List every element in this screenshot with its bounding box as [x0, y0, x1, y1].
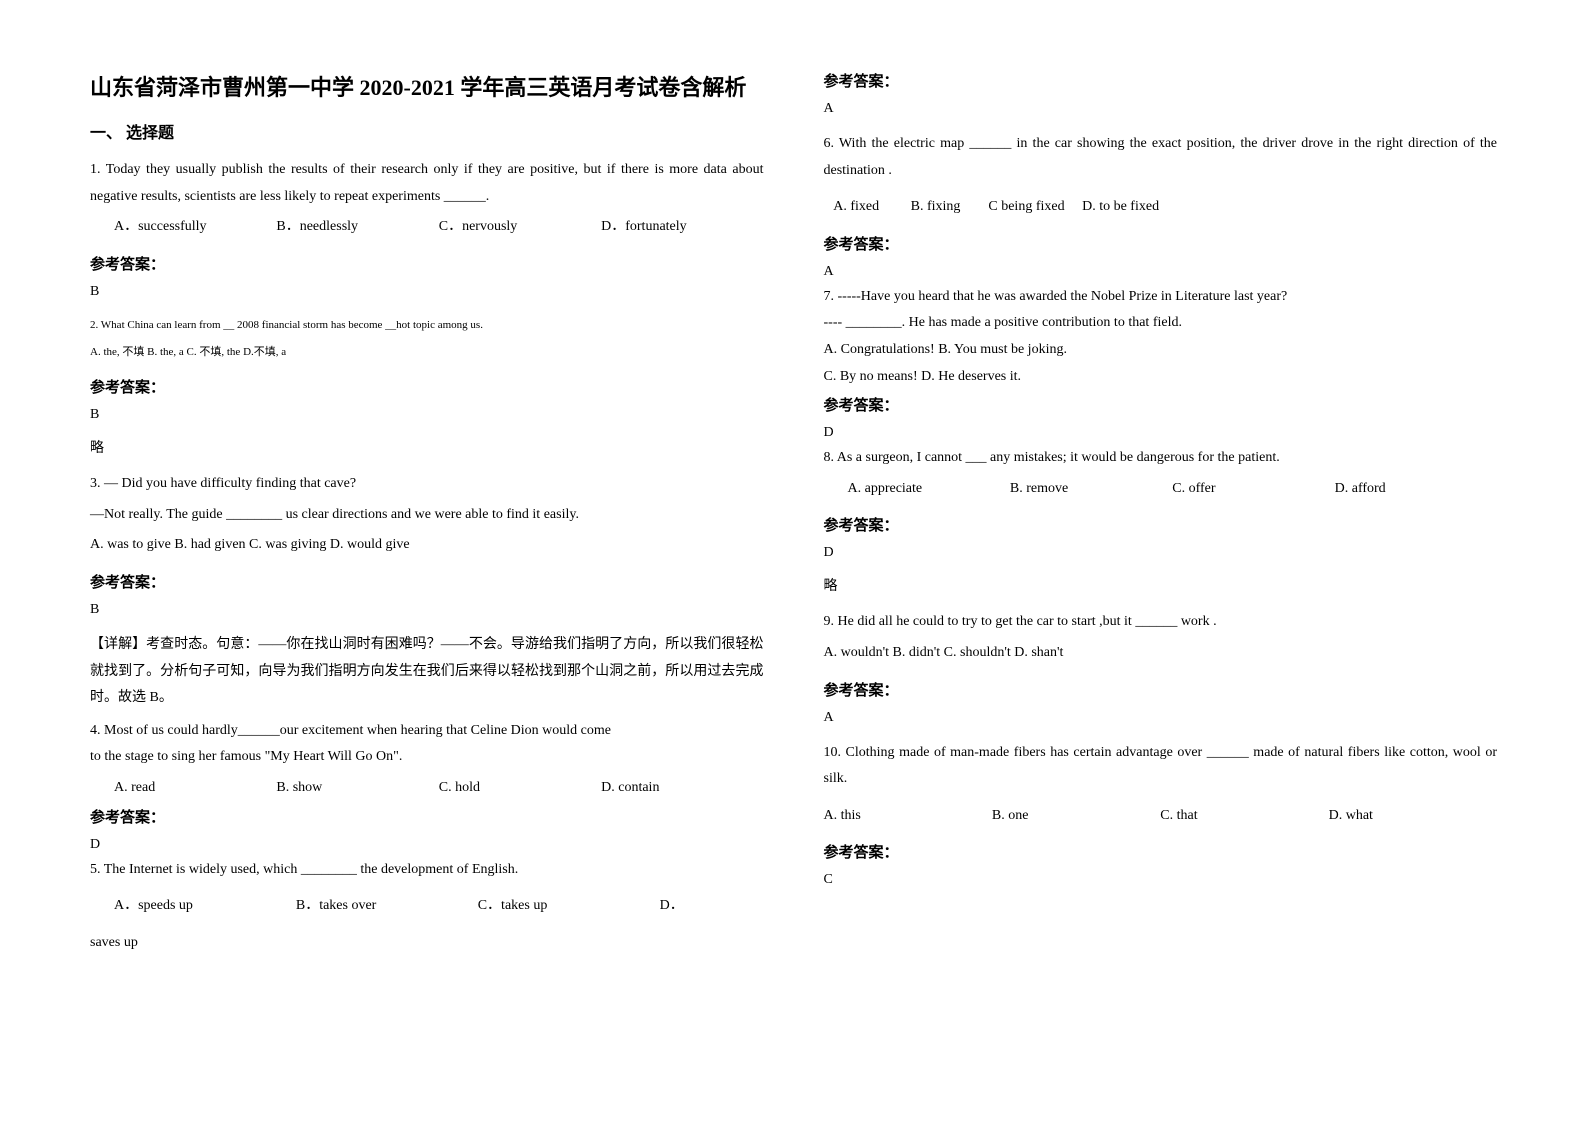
q4-ans-label: 参考答案：	[90, 806, 764, 827]
q9-text: 9. He did all he could to try to get the…	[824, 609, 1498, 636]
q10-opt-c: C. that	[1160, 803, 1328, 830]
q10-opt-b: B. one	[992, 803, 1160, 830]
q10-text: 10. Clothing made of man-made fibers has…	[824, 740, 1498, 793]
q7-ans-label: 参考答案：	[824, 394, 1498, 415]
q4-opt-c: C. hold	[439, 775, 601, 802]
q7-ans: D	[824, 425, 1498, 441]
q8-opt-c: C. offer	[1172, 476, 1334, 503]
q6-ans-label: 参考答案：	[824, 233, 1498, 254]
q8-opt-a: A. appreciate	[848, 476, 1010, 503]
q6-options: A. fixed B. fixing C being fixed D. to b…	[824, 194, 1498, 221]
q5-opt-a: A．speeds up	[114, 893, 296, 920]
q6-ans: A	[824, 264, 1498, 280]
q1-text: 1. Today they usually publish the result…	[90, 157, 764, 210]
q5-opt-b: B．takes over	[296, 893, 478, 920]
q4-line2: to the stage to sing her famous "My Hear…	[90, 744, 764, 771]
q5-opt-d: D．	[660, 893, 764, 920]
q4-line1: 4. Most of us could hardly______our exci…	[90, 718, 764, 745]
q3-explain: 【详解】考查时态。句意：——你在找山洞时有困难吗？——不会。导游给我们指明了方向…	[90, 632, 764, 712]
q5-ans-label: 参考答案：	[824, 70, 1498, 91]
q4-opt-b: B. show	[276, 775, 438, 802]
doc-title: 山东省菏泽市曹州第一中学 2020-2021 学年高三英语月考试卷含解析	[90, 70, 764, 105]
q2-lue: 略	[90, 437, 764, 457]
q7-opts2: C. By no means! D. He deserves it.	[824, 364, 1498, 391]
q8-ans-label: 参考答案：	[824, 514, 1498, 535]
q9-ans: A	[824, 710, 1498, 726]
q1-options: A．successfully B．needlessly C．nervously …	[90, 214, 764, 241]
q9-options: A. wouldn't B. didn't C. shouldn't D. sh…	[824, 640, 1498, 667]
q3-ans-label: 参考答案：	[90, 571, 764, 592]
q9-ans-label: 参考答案：	[824, 679, 1498, 700]
q8-opt-d: D. afford	[1335, 476, 1497, 503]
q3-ans: B	[90, 602, 764, 618]
right-column: 参考答案： A 6. With the electric map ______ …	[794, 70, 1498, 1082]
q1-ans: B	[90, 284, 764, 300]
q8-text: 8. As a surgeon, I cannot ___ any mistak…	[824, 445, 1498, 472]
q8-options: A. appreciate B. remove C. offer D. affo…	[824, 476, 1498, 503]
q10-opt-a: A. this	[824, 803, 992, 830]
q3-line2: —Not really. The guide ________ us clear…	[90, 502, 764, 529]
q8-opt-b: B. remove	[1010, 476, 1172, 503]
q4-options: A. read B. show C. hold D. contain	[90, 775, 764, 802]
q5-extra: saves up	[90, 930, 764, 957]
q1-opt-b: B．needlessly	[276, 214, 438, 241]
q3-line1: 3. — Did you have difficulty finding tha…	[90, 471, 764, 498]
q8-ans: D	[824, 545, 1498, 561]
q2-text: 2. What China can learn from __ 2008 fin…	[90, 314, 764, 337]
q2-options: A. the, 不填 B. the, a C. 不填, the D.不填, a	[90, 341, 764, 364]
q2-ans: B	[90, 407, 764, 423]
q3-options: A. was to give B. had given C. was givin…	[90, 532, 764, 559]
q6-text: 6. With the electric map ______ in the c…	[824, 131, 1498, 184]
q8-lue: 略	[824, 575, 1498, 595]
q4-ans: D	[90, 837, 764, 853]
q7-opts1: A. Congratulations! B. You must be jokin…	[824, 337, 1498, 364]
q10-opt-d: D. what	[1329, 803, 1497, 830]
q2-ans-label: 参考答案：	[90, 376, 764, 397]
q5-options: A．speeds up B．takes over C．takes up D．	[90, 893, 764, 920]
q4-opt-a: A. read	[114, 775, 276, 802]
q10-ans: C	[824, 872, 1498, 888]
section-heading: 一、 选择题	[90, 119, 764, 143]
q5-text: 5. The Internet is widely used, which __…	[90, 857, 764, 884]
q10-options: A. this B. one C. that D. what	[824, 803, 1498, 830]
q10-ans-label: 参考答案：	[824, 841, 1498, 862]
q5-ans: A	[824, 101, 1498, 117]
q7-line2: ---- ________. He has made a positive co…	[824, 310, 1498, 337]
left-column: 山东省菏泽市曹州第一中学 2020-2021 学年高三英语月考试卷含解析 一、 …	[90, 70, 794, 1082]
q7-line1: 7. -----Have you heard that he was award…	[824, 284, 1498, 311]
q1-opt-c: C．nervously	[439, 214, 601, 241]
q1-opt-d: D．fortunately	[601, 214, 763, 241]
q5-opt-c: C．takes up	[478, 893, 660, 920]
q1-opt-a: A．successfully	[114, 214, 276, 241]
q4-opt-d: D. contain	[601, 775, 763, 802]
q1-ans-label: 参考答案：	[90, 253, 764, 274]
